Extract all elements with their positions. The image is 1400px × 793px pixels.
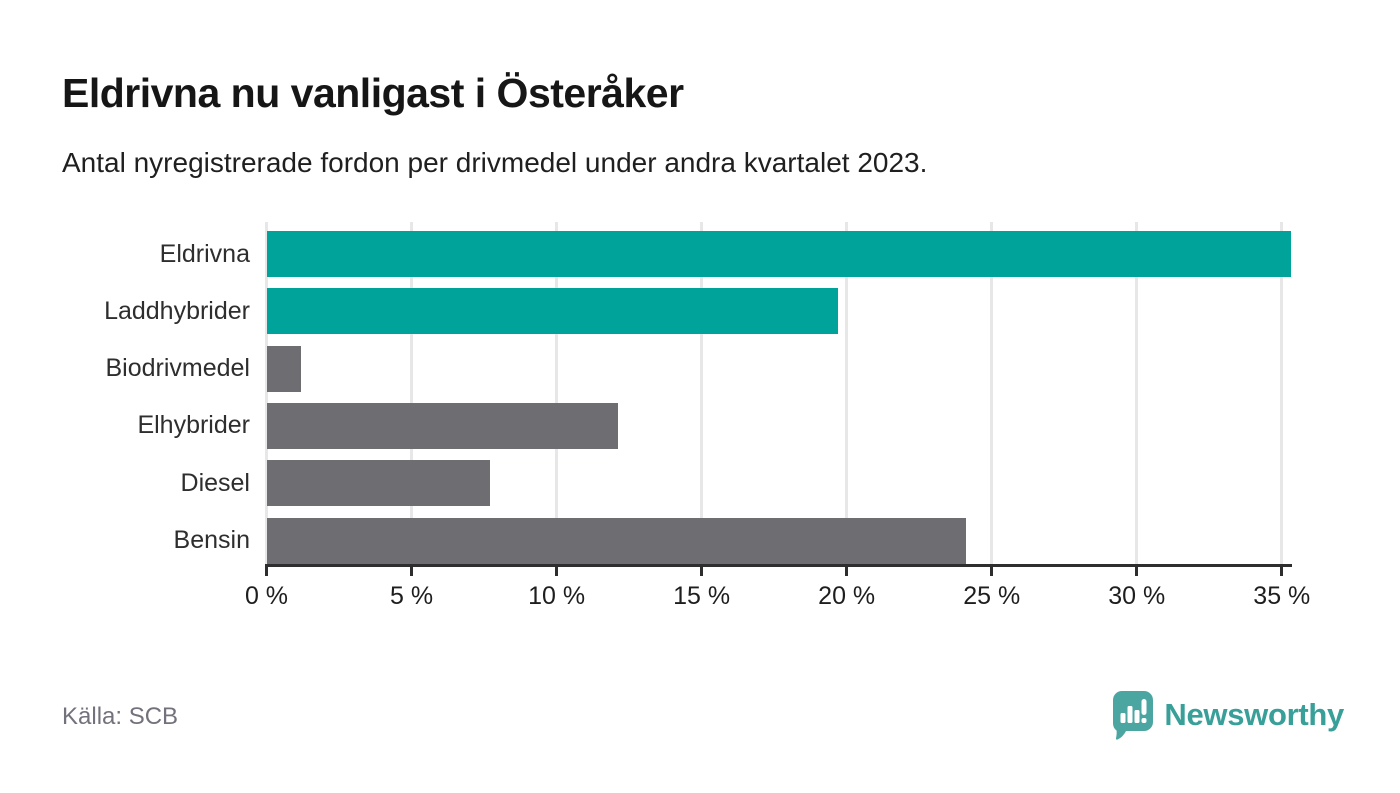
category-label: Elhybrider	[137, 411, 250, 440]
source-text: Källa: SCB	[62, 703, 179, 730]
gridline	[410, 222, 414, 566]
x-axis-tick-label: 10 %	[528, 582, 586, 610]
category-label: Diesel	[180, 468, 250, 497]
x-axis-tick	[555, 567, 559, 576]
page-title: Eldrivna nu vanligast i Österåker	[62, 70, 684, 116]
gridline	[265, 222, 268, 566]
x-axis-tick-label: 30 %	[1108, 582, 1166, 610]
x-axis-tick-label: 5 %	[389, 582, 434, 610]
x-axis-tick	[990, 567, 994, 576]
logo-bubble-shape	[1113, 691, 1154, 740]
x-axis-tick-label: 35 %	[1253, 582, 1311, 610]
x-axis-tick	[700, 567, 704, 576]
brand-wordmark: Newsworthy	[1164, 697, 1344, 732]
bar-laddhybrider	[266, 288, 838, 335]
x-axis-tick	[1135, 567, 1139, 576]
x-axis-tick	[845, 567, 849, 576]
page-subtitle: Antal nyregistrerade fordon per drivmede…	[62, 147, 928, 178]
category-label: Bensin	[173, 526, 250, 554]
x-axis-tick-label: 25 %	[963, 582, 1021, 610]
category-label: Biodrivmedel	[105, 354, 250, 383]
x-axis-line	[265, 564, 1292, 567]
x-axis-tick-label: 0 %	[244, 582, 289, 610]
gridline	[1280, 222, 1284, 566]
bar-eldrivna	[266, 231, 1291, 277]
x-axis-tick	[1280, 567, 1284, 576]
x-axis-tick-label: 20 %	[818, 582, 876, 610]
bar-biodrivmedel	[266, 345, 302, 392]
bar-bensin	[266, 517, 966, 564]
category-label: Eldrivna	[159, 239, 250, 268]
x-axis-tick	[410, 567, 414, 576]
bar-diesel	[266, 460, 490, 507]
gridline	[1135, 222, 1139, 566]
x-axis-tick	[265, 567, 268, 576]
newsworthy-logo: Newsworthy	[1112, 690, 1344, 740]
gridline	[700, 222, 704, 566]
gridline	[990, 222, 994, 566]
bar-elhybrider	[266, 402, 618, 449]
gridline	[555, 222, 559, 566]
newsworthy-speech-bubble-chart-icon	[1112, 690, 1154, 740]
gridline	[845, 222, 849, 566]
x-axis-tick-label: 15 %	[673, 582, 731, 610]
category-label: Laddhybrider	[104, 296, 250, 325]
